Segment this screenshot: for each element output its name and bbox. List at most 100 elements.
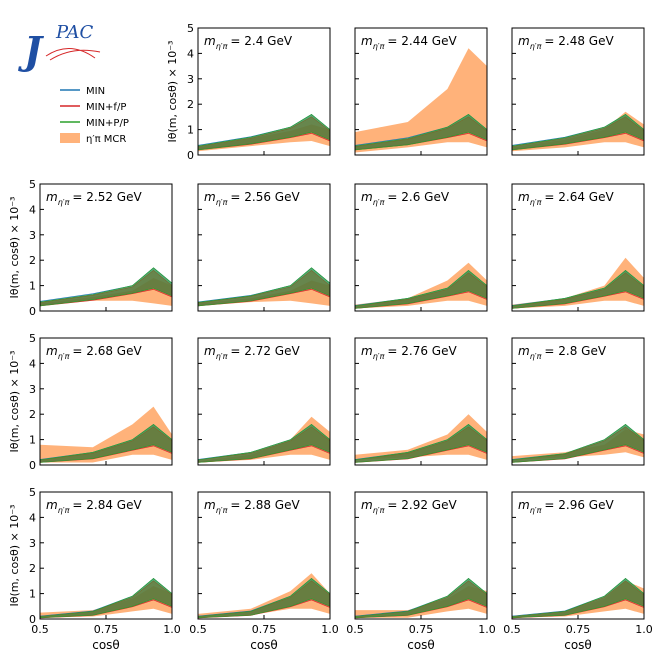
panel-title: mη′π = 2.92 GeV xyxy=(361,498,457,515)
x-axis-label: cosθ xyxy=(407,638,435,652)
title-part: m xyxy=(518,190,530,204)
x-tick-label: 0.75 xyxy=(252,623,277,636)
title-part: = 2.56 GeV xyxy=(230,190,300,204)
x-tick-label: 0.5 xyxy=(31,623,49,636)
y-tick-label: 4 xyxy=(187,47,194,60)
title-part: = 2.6 GeV xyxy=(387,190,449,204)
title-part: m xyxy=(204,498,216,512)
plot-area xyxy=(40,406,172,463)
y-tick-label: 4 xyxy=(29,203,36,216)
band xyxy=(40,278,172,306)
y-tick-label: 0 xyxy=(29,459,36,472)
band xyxy=(40,424,172,463)
y-axis-label: Iθ(m, cosθ) × 10⁻³ xyxy=(166,41,179,143)
title-part: = 2.72 GeV xyxy=(230,344,300,358)
x-tick-label: 0.75 xyxy=(409,623,434,636)
logo-swoosh xyxy=(45,48,101,61)
title-part: m xyxy=(46,344,58,358)
y-tick-label: 2 xyxy=(29,408,36,421)
band xyxy=(355,262,487,309)
title-part: = 2.8 GeV xyxy=(544,344,606,358)
panel-title: mη′π = 2.56 GeV xyxy=(204,190,300,207)
x-tick-label: 0.5 xyxy=(189,623,207,636)
x-tick-label: 1.0 xyxy=(321,623,339,636)
band xyxy=(40,578,172,619)
plot-area xyxy=(355,414,487,463)
title-part: η′π xyxy=(530,352,542,361)
title-part: η′π xyxy=(216,198,228,207)
x-tick-label: 1.0 xyxy=(163,623,181,636)
band xyxy=(40,267,172,307)
title-part: m xyxy=(518,34,530,48)
title-part: m xyxy=(204,344,216,358)
title-part: η′π xyxy=(58,352,70,361)
title-part: η′π xyxy=(216,506,228,515)
band xyxy=(512,257,644,309)
title-part: m xyxy=(46,190,58,204)
y-tick-label: 5 xyxy=(29,178,36,191)
plot-area xyxy=(198,573,330,619)
plot-area xyxy=(512,111,644,152)
legend-label: MIN+f/P xyxy=(86,102,126,113)
title-part: η′π xyxy=(530,506,542,515)
plot-area xyxy=(355,578,487,619)
band xyxy=(512,424,644,463)
band xyxy=(198,578,330,619)
logo-pac: PAC xyxy=(55,22,93,43)
panel-title: mη′π = 2.96 GeV xyxy=(518,498,614,515)
band xyxy=(512,114,644,151)
title-part: η′π xyxy=(216,352,228,361)
panel-title: mη′π = 2.44 GeV xyxy=(361,34,457,51)
band xyxy=(512,578,644,619)
x-axis-label: cosθ xyxy=(250,638,278,652)
plot-area xyxy=(198,416,330,463)
title-part: m xyxy=(518,344,530,358)
title-part: = 2.96 GeV xyxy=(544,498,614,512)
x-axis-label: cosθ xyxy=(92,638,120,652)
y-axis-label: Iθ(m, cosθ) × 10⁻³ xyxy=(8,505,21,607)
panel-title: mη′π = 2.68 GeV xyxy=(46,344,142,361)
title-part: η′π xyxy=(373,506,385,515)
panel-title: mη′π = 2.84 GeV xyxy=(46,498,142,515)
band xyxy=(198,114,330,151)
y-tick-label: 1 xyxy=(29,588,36,601)
title-part: m xyxy=(361,190,373,204)
title-part: = 2.68 GeV xyxy=(72,344,142,358)
logo-j: J xyxy=(18,28,45,73)
title-part: η′π xyxy=(373,42,385,51)
title-part: m xyxy=(204,34,216,48)
x-tick-label: 1.0 xyxy=(478,623,496,636)
legend-label: η′π MCR xyxy=(86,134,126,145)
plot-area xyxy=(40,267,172,307)
title-part: η′π xyxy=(216,42,228,51)
y-tick-label: 5 xyxy=(29,486,36,499)
band xyxy=(40,586,172,618)
y-tick-label: 4 xyxy=(29,357,36,370)
title-part: η′π xyxy=(373,352,385,361)
title-part: η′π xyxy=(58,506,70,515)
title-part: m xyxy=(361,498,373,512)
band xyxy=(512,270,644,309)
y-tick-label: 2 xyxy=(29,254,36,267)
band xyxy=(512,429,644,460)
title-part: m xyxy=(518,498,530,512)
title-part: = 2.4 GeV xyxy=(230,34,292,48)
title-part: m xyxy=(361,34,373,48)
x-axis-label: cosθ xyxy=(564,638,592,652)
band xyxy=(355,578,487,619)
title-part: η′π xyxy=(530,198,542,207)
x-tick-label: 1.0 xyxy=(635,623,653,636)
plot-area xyxy=(198,114,330,152)
y-tick-label: 5 xyxy=(29,332,36,345)
plot-area xyxy=(512,257,644,309)
panel-title: mη′π = 2.48 GeV xyxy=(518,34,614,51)
plot-area xyxy=(40,578,172,619)
band xyxy=(355,586,487,618)
plot-area xyxy=(198,267,330,307)
band xyxy=(512,111,644,152)
panel-title: mη′π = 2.6 GeV xyxy=(361,190,450,207)
title-part: = 2.88 GeV xyxy=(230,498,300,512)
legend-label: MIN xyxy=(86,86,105,97)
title-part: = 2.52 GeV xyxy=(72,190,142,204)
title-part: m xyxy=(361,344,373,358)
